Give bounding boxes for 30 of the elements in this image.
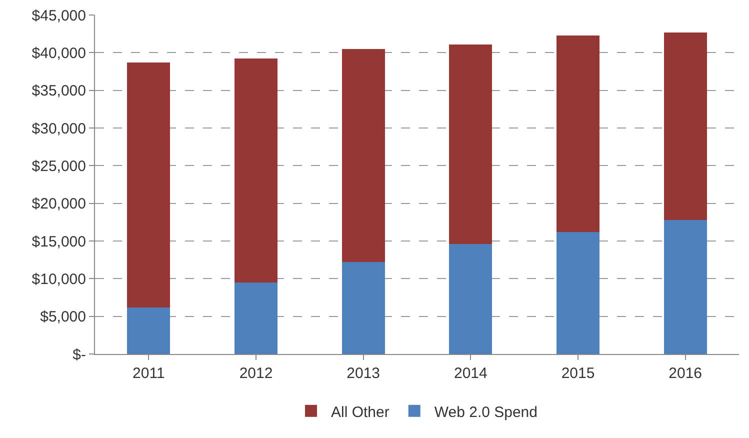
x-tick-label: 2012 [239,365,273,382]
legend-label: Web 2.0 Spend [434,404,538,421]
y-tick-label: $10,000 [32,270,86,288]
bar [127,307,170,354]
x-tick-label: 2011 [132,365,165,382]
bar [234,282,278,354]
x-tick-label: 2016 [668,365,702,382]
bar [234,58,278,282]
legend-label: All Other [331,404,390,421]
y-tick-label: $30,000 [32,120,86,138]
y-tick-label: $- [72,346,86,364]
y-tick-label: $5,000 [40,308,86,326]
x-tick-label: 2015 [561,365,595,382]
bar [556,35,600,232]
x-tick-label: 2014 [454,365,488,382]
bar [127,62,170,308]
bar [556,232,600,354]
y-tick-label: $20,000 [32,196,86,213]
y-tick-label: $40,000 [32,44,86,62]
y-tick-label: $25,000 [32,158,86,175]
bar [664,220,707,354]
x-tick-label: 2013 [346,365,380,382]
y-tick-label: $15,000 [32,233,86,250]
bar [449,44,492,244]
y-tick-label: $45,000 [32,7,86,24]
bar [449,244,492,354]
y-tick-label: $35,000 [32,82,86,100]
bar [664,32,707,220]
bar [342,262,385,354]
bar [342,48,385,262]
